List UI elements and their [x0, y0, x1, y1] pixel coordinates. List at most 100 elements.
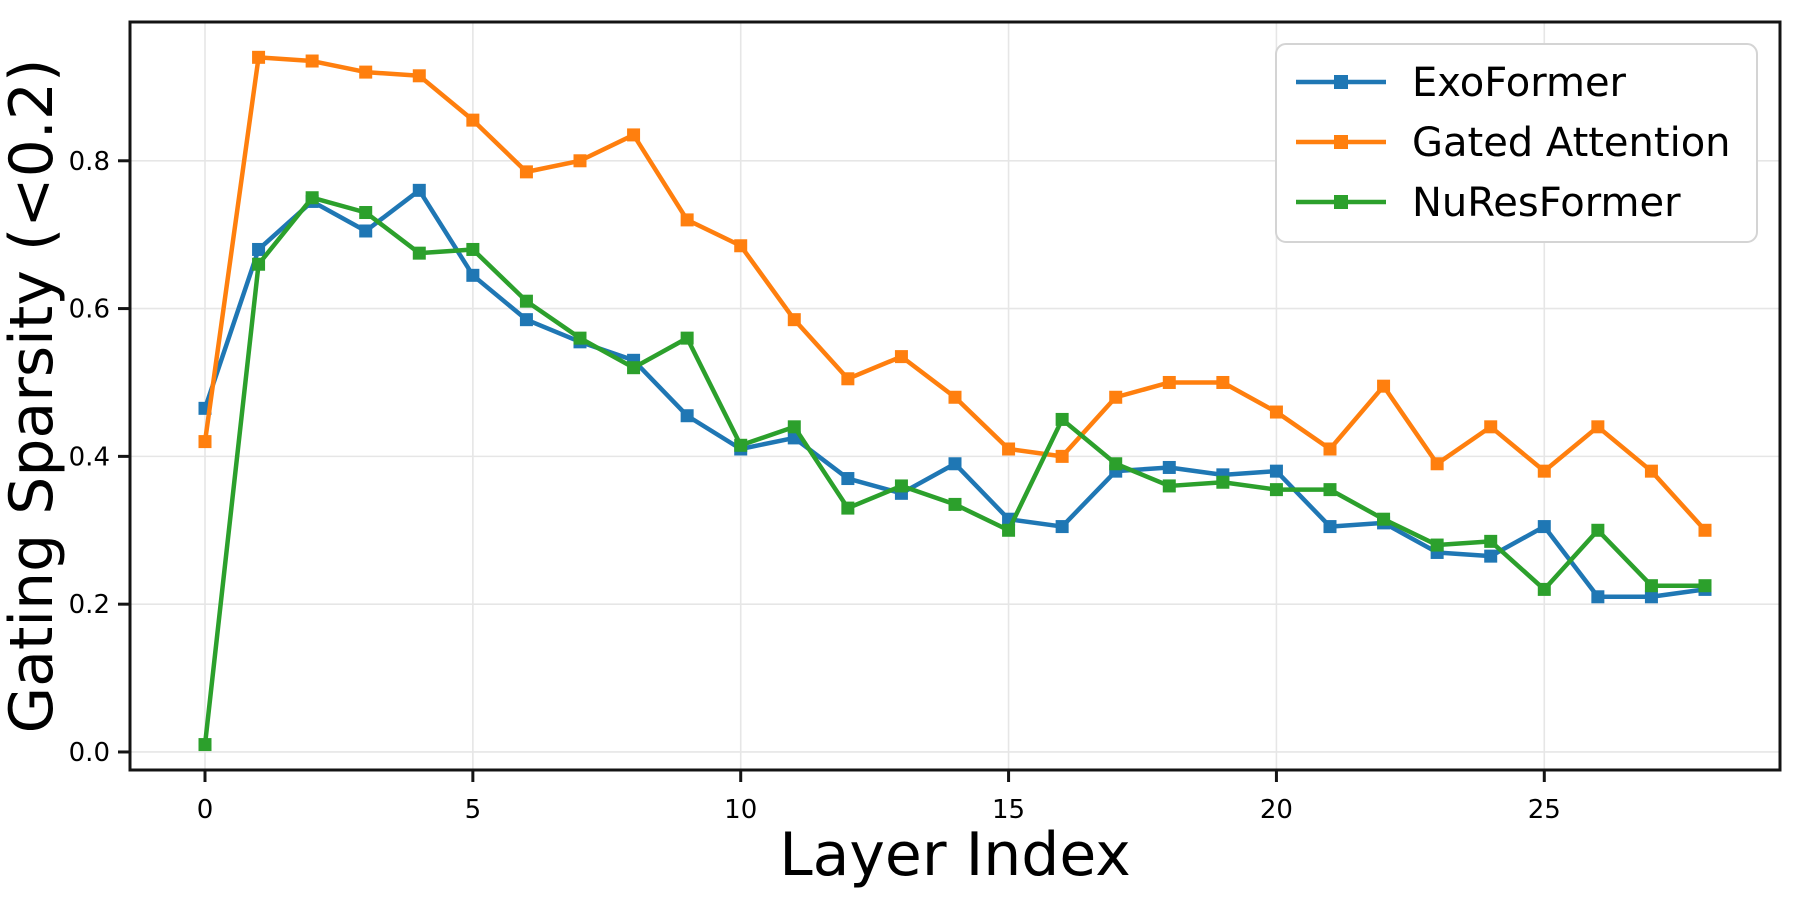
nuresformer-marker-1: [252, 257, 266, 271]
ticks: [118, 159, 1546, 782]
legend-marker-sample: [1334, 195, 1348, 209]
x-tick-label-10: 10: [724, 795, 757, 825]
legend-label: ExoFormer: [1412, 60, 1627, 106]
gated-attention-marker-17: [1109, 390, 1123, 404]
y-tick-label-0.8: 0.8: [69, 147, 110, 177]
legend-item-nuresformer: NuResFormer: [1296, 180, 1681, 226]
y-tick-label-0.2: 0.2: [69, 590, 110, 620]
gated-attention-marker-24: [1484, 420, 1498, 434]
nuresformer-marker-20: [1269, 483, 1283, 497]
gated-attention-marker-6: [519, 165, 533, 179]
gated-attention-marker-5: [466, 113, 480, 127]
nuresformer-marker-5: [466, 242, 480, 256]
gated-attention-marker-18: [1162, 375, 1176, 389]
nuresformer-marker-25: [1537, 582, 1551, 596]
nuresformer-marker-7: [573, 331, 587, 345]
gated-attention-marker-11: [787, 313, 801, 327]
exoformer-marker-27: [1644, 590, 1658, 604]
legend-label: Gated Attention: [1412, 120, 1731, 166]
exoformer-marker-16: [1055, 520, 1069, 534]
gated-attention-marker-26: [1591, 420, 1605, 434]
nuresformer-marker-16: [1055, 412, 1069, 426]
gated-attention-marker-0: [198, 435, 212, 449]
exoformer-marker-20: [1269, 464, 1283, 478]
nuresformer-marker-10: [734, 438, 748, 452]
exoformer-marker-25: [1537, 520, 1551, 534]
nuresformer-marker-19: [1216, 475, 1230, 489]
y-tick-label-0.4: 0.4: [69, 442, 110, 472]
exoformer-marker-18: [1162, 460, 1176, 474]
gated-attention-marker-16: [1055, 449, 1069, 463]
gated-attention-marker-27: [1644, 464, 1658, 478]
y-axis-label: Gating Sparsity (<0.2): [0, 59, 67, 734]
x-axis-label: Layer Index: [779, 820, 1131, 890]
series-exoformer: [198, 183, 1712, 604]
nuresformer-marker-14: [948, 497, 962, 511]
gated-attention-marker-12: [841, 372, 855, 386]
y-tick-label-0.0: 0.0: [69, 738, 110, 768]
exoformer-marker-5: [466, 268, 480, 282]
series-gated-attention: [198, 50, 1712, 537]
nuresformer-marker-4: [412, 246, 426, 260]
plot-frame: [128, 20, 1782, 772]
nuresformer-marker-11: [787, 420, 801, 434]
nuresformer-marker-24: [1484, 534, 1498, 548]
y-tick-label-0.6: 0.6: [69, 295, 110, 325]
gated-attention-marker-14: [948, 390, 962, 404]
x-tick-label-20: 20: [1260, 795, 1293, 825]
nuresformer-marker-22: [1377, 512, 1391, 526]
x-tick-label-25: 25: [1528, 795, 1561, 825]
exoformer-marker-1: [252, 242, 266, 256]
legend-item-gated-attention: Gated Attention: [1296, 120, 1731, 166]
legend-marker-sample: [1334, 135, 1348, 149]
nuresformer-marker-17: [1109, 457, 1123, 471]
exoformer-marker-21: [1323, 520, 1337, 534]
legend-box: [1275, 43, 1758, 243]
legend-label: NuResFormer: [1412, 180, 1681, 226]
legend-marker-sample: [1334, 75, 1348, 89]
exoformer-marker-26: [1591, 590, 1605, 604]
x-tick-label-5: 5: [465, 795, 482, 825]
nuresformer-marker-18: [1162, 479, 1176, 493]
exoformer-marker-12: [841, 472, 855, 486]
nuresformer-marker-27: [1644, 579, 1658, 593]
exoformer-marker-9: [680, 409, 694, 423]
nuresformer-marker-12: [841, 501, 855, 515]
nuresformer-marker-28: [1698, 579, 1712, 593]
exoformer-marker-6: [519, 313, 533, 327]
nuresformer-marker-3: [359, 206, 373, 220]
gated-attention-marker-7: [573, 154, 587, 168]
gated-attention-marker-20: [1269, 405, 1283, 419]
gated-attention-marker-13: [894, 350, 908, 364]
exoformer-marker-24: [1484, 549, 1498, 563]
exoformer-marker-3: [359, 224, 373, 238]
nuresformer-marker-13: [894, 479, 908, 493]
gated-attention-marker-4: [412, 69, 426, 83]
nuresformer-marker-6: [519, 294, 533, 308]
gated-attention-marker-23: [1430, 457, 1444, 471]
gated-attention-marker-8: [627, 128, 641, 142]
gated-attention-marker-19: [1216, 375, 1230, 389]
nuresformer-marker-9: [680, 331, 694, 345]
gated-attention-marker-9: [680, 213, 694, 227]
gated-attention-marker-15: [1002, 442, 1016, 456]
exoformer-marker-4: [412, 183, 426, 197]
series-nuresformer: [198, 191, 1712, 752]
gated-attention-marker-28: [1698, 523, 1712, 537]
gated-attention-marker-2: [305, 54, 319, 68]
nuresformer-marker-8: [627, 361, 641, 375]
gated-attention-marker-21: [1323, 442, 1337, 456]
x-tick-label-0: 0: [197, 795, 214, 825]
gated-attention-marker-3: [359, 65, 373, 79]
nuresformer-marker-15: [1002, 523, 1016, 537]
nuresformer-line: [202, 195, 1708, 747]
nuresformer-marker-23: [1430, 538, 1444, 552]
nuresformer-marker-26: [1591, 523, 1605, 537]
gated-attention-marker-25: [1537, 464, 1551, 478]
tick-labels: 0 5 10 15 20 25 0.0 0.2 0.4 0.6 0.8: [69, 147, 1561, 825]
gated-attention-marker-22: [1377, 379, 1391, 393]
gated-attention-marker-1: [252, 50, 266, 64]
exoformer-marker-14: [948, 457, 962, 471]
